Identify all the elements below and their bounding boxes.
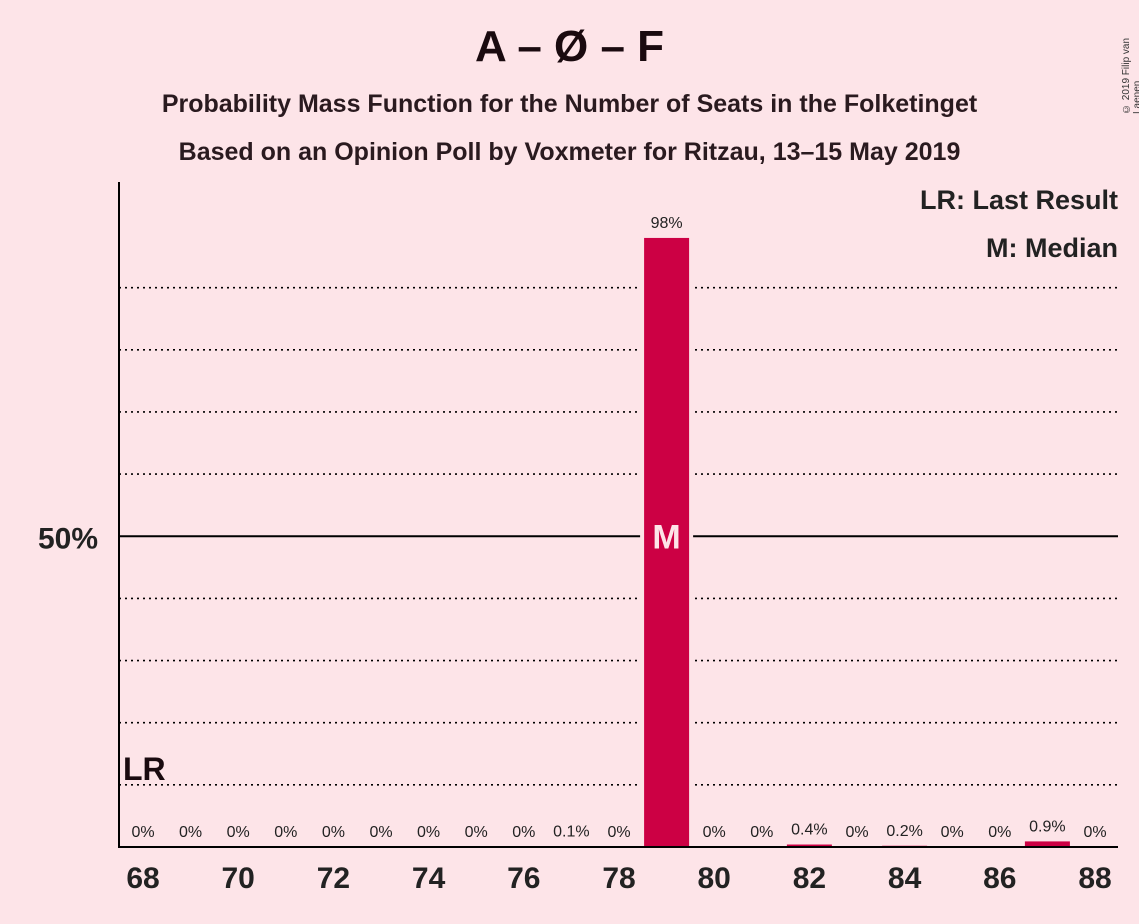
legend-median: M: Median — [986, 233, 1118, 263]
data-label-70: 0% — [227, 824, 250, 841]
x-tick-label-68: 68 — [126, 862, 159, 895]
bar-87 — [1024, 841, 1070, 847]
bar-82 — [786, 844, 832, 847]
x-tick-label-74: 74 — [412, 862, 446, 895]
median-marker: M — [652, 518, 680, 556]
chart-subtitle-pmf: Probability Mass Function for the Number… — [161, 90, 978, 118]
x-tick-label-86: 86 — [983, 862, 1016, 895]
data-label-82: 0.4% — [791, 822, 827, 839]
x-tick-label-78: 78 — [602, 862, 635, 895]
bar-gap-77 — [544, 844, 598, 847]
data-label-85: 0% — [941, 824, 964, 841]
data-label-72: 0% — [322, 824, 345, 841]
data-label-88: 0% — [1083, 824, 1106, 841]
x-tick-label-82: 82 — [793, 862, 826, 895]
data-label-73: 0% — [369, 824, 392, 841]
data-label-76: 0% — [512, 824, 535, 841]
x-tick-label-72: 72 — [317, 862, 350, 895]
y-tick-label: 50% — [38, 522, 98, 555]
x-tick-label-88: 88 — [1078, 862, 1111, 895]
data-label-86: 0% — [988, 824, 1011, 841]
data-labels: 0% 0% 0% 0% 0% 0% 0% 0% 0% 0.1% 0% 98% 0% 0% 0.4% 0% 0.2… — [123, 215, 1107, 841]
data-label-77: 0.1% — [553, 823, 589, 840]
x-tick-label-84: 84 — [888, 862, 922, 895]
gridlines — [119, 286, 1118, 786]
data-label-84: 0.2% — [886, 823, 922, 840]
data-label-78: 0% — [607, 824, 630, 841]
bar-gap-84 — [878, 843, 932, 847]
x-tick-label-80: 80 — [698, 862, 731, 895]
data-label-69: 0% — [179, 824, 202, 841]
data-label-74: 0% — [417, 824, 440, 841]
legend: LR: Last Result M: Median — [920, 185, 1118, 263]
axes: 50% 68 70 72 74 76 78 80 82 84 86 88 — [38, 182, 1118, 895]
data-label-81: 0% — [750, 824, 773, 841]
data-label-80: 0% — [703, 824, 726, 841]
data-label-83: 0% — [845, 824, 868, 841]
bars — [544, 235, 1074, 848]
chart-subtitle-poll: Based on an Opinion Poll by Voxmeter for… — [178, 138, 961, 166]
x-tick-label-70: 70 — [222, 862, 255, 895]
chart-title: A – Ø – F — [474, 22, 665, 71]
data-label-68: 0% — [131, 824, 154, 841]
data-label-75: 0% — [465, 824, 488, 841]
data-label-79: 98% — [651, 215, 683, 232]
data-label-87: 0.9% — [1029, 818, 1065, 835]
x-tick-label-76: 76 — [507, 862, 540, 895]
last-result-marker: LR — [123, 751, 166, 787]
legend-last-result: LR: Last Result — [920, 185, 1118, 215]
data-label-71: 0% — [274, 824, 297, 841]
bar-79 — [644, 237, 690, 848]
